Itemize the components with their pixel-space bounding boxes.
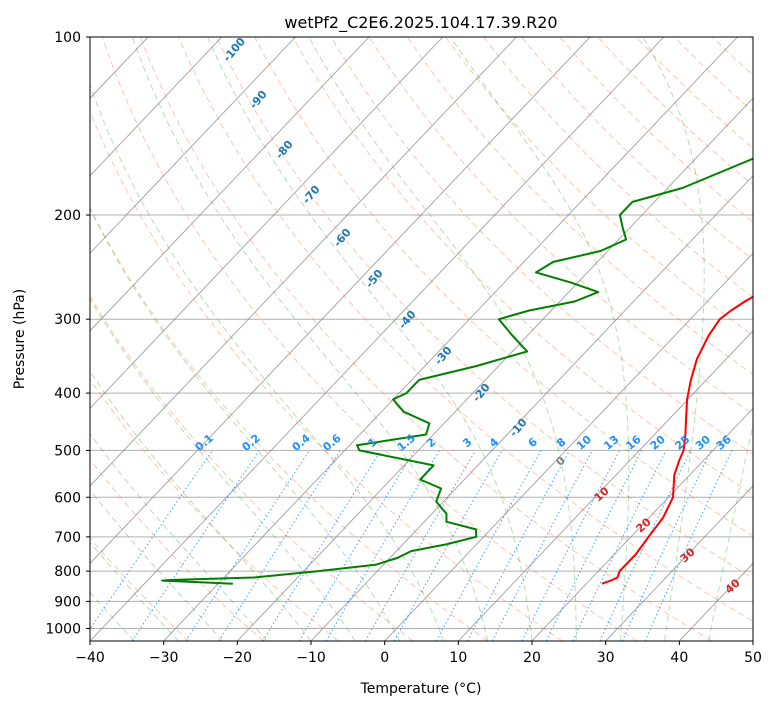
dewpoint-profile bbox=[161, 157, 753, 585]
x-axis: −40 −30 −20 −10 0 10 20 30 40 50 bbox=[75, 641, 762, 666]
dry-adiabat bbox=[101, 37, 638, 641]
moist-adiabat bbox=[207, 37, 533, 641]
dry-adiabat bbox=[90, 537, 190, 641]
mixing-ratio-line bbox=[185, 450, 310, 641]
skewed-isotherm bbox=[237, 97, 753, 641]
mixing-ratio-line bbox=[298, 450, 416, 641]
skewed-isotherm bbox=[90, 37, 665, 641]
y-tick-label: 600 bbox=[54, 490, 81, 506]
moist-adiabat bbox=[308, 37, 577, 641]
dry-adiabat bbox=[139, 37, 712, 641]
skewed-isotherm bbox=[531, 407, 753, 641]
mixing-ratio-line bbox=[393, 450, 503, 641]
mixing-ratio-line bbox=[644, 450, 733, 641]
moist-adiabat bbox=[450, 37, 630, 641]
x-tick-label: −10 bbox=[296, 650, 326, 666]
plot-frame bbox=[89, 36, 754, 642]
dry-adiabat bbox=[406, 37, 753, 376]
dry-adiabat bbox=[90, 110, 563, 641]
x-tick-label: −30 bbox=[149, 650, 179, 666]
y-axis: 100 200 300 400 500 600 700 800 900 1000 bbox=[45, 30, 90, 637]
skewed-isotherm bbox=[90, 37, 296, 254]
dry-adiabat bbox=[177, 37, 753, 622]
moist-adiabat bbox=[642, 37, 705, 641]
skewed-isotherm bbox=[310, 175, 753, 641]
x-tick-label: 30 bbox=[597, 650, 615, 666]
mixing-ratio-line bbox=[131, 450, 260, 641]
y-tick-label: 400 bbox=[54, 386, 81, 402]
plot-area bbox=[90, 37, 753, 641]
skewed-isotherm bbox=[90, 37, 591, 565]
mixing-ratio-lines bbox=[90, 450, 733, 641]
skewed-isotherm bbox=[163, 37, 738, 641]
x-axis-label: Temperature (°C) bbox=[360, 681, 482, 697]
x-tick-label: 10 bbox=[449, 650, 467, 666]
moist-adiabat bbox=[90, 207, 400, 641]
skewed-isotherm bbox=[90, 37, 223, 177]
x-tick-label: 0 bbox=[380, 650, 389, 666]
mixing-ratio-line bbox=[545, 450, 643, 641]
moist-adiabat bbox=[708, 422, 753, 641]
x-tick-label: 20 bbox=[523, 650, 541, 666]
dry-adiabat bbox=[90, 458, 264, 641]
moist-adiabat bbox=[131, 37, 489, 641]
x-tick-label: −40 bbox=[75, 650, 105, 666]
moist-adiabats bbox=[90, 37, 753, 641]
y-tick-label: 300 bbox=[54, 312, 81, 328]
dry-adiabat bbox=[330, 37, 753, 455]
skewed-isotherm bbox=[384, 252, 753, 641]
y-tick-label: 800 bbox=[54, 564, 81, 580]
skewed-isotherms bbox=[90, 37, 753, 641]
dry-adiabat bbox=[292, 37, 753, 496]
y-tick-label: 1000 bbox=[45, 621, 81, 637]
skewed-isotherm bbox=[90, 37, 517, 487]
x-tick-label: −20 bbox=[223, 650, 253, 666]
y-tick-label: 100 bbox=[54, 30, 81, 46]
moist-adiabat bbox=[90, 297, 356, 641]
sounding-profiles bbox=[161, 157, 753, 585]
y-tick-label: 900 bbox=[54, 594, 81, 610]
y-tick-label: 200 bbox=[54, 208, 81, 224]
y-tick-label: 700 bbox=[54, 530, 81, 546]
mixing-ratio-line bbox=[90, 450, 214, 630]
y-axis-label: Pressure (hPa) bbox=[12, 289, 28, 389]
dry-adiabat bbox=[368, 37, 753, 415]
mixing-ratio-line bbox=[262, 450, 382, 641]
dry-adiabat bbox=[216, 37, 753, 579]
mixing-ratio-line bbox=[435, 450, 542, 641]
y-tick-label: 500 bbox=[54, 443, 81, 459]
skewed-isotherm bbox=[458, 330, 753, 641]
x-tick-label: 40 bbox=[670, 650, 688, 666]
temperature-profile bbox=[601, 295, 753, 585]
mixing-ratio-line bbox=[521, 450, 621, 641]
skewed-isotherm bbox=[605, 485, 753, 641]
x-tick-label: 50 bbox=[744, 650, 762, 666]
dry-adiabat bbox=[90, 207, 488, 641]
dry-adiabat bbox=[254, 37, 753, 537]
mixing-ratio-line bbox=[467, 450, 571, 641]
moist-adiabat bbox=[90, 432, 268, 641]
mixing-ratio-line bbox=[218, 450, 341, 641]
chart-title: wetPf2_C2E6.2025.104.17.39.R20 bbox=[284, 13, 557, 33]
skewed-isotherm bbox=[90, 37, 444, 410]
skewed-isotherm bbox=[90, 37, 370, 332]
moist-adiabat bbox=[90, 83, 445, 641]
